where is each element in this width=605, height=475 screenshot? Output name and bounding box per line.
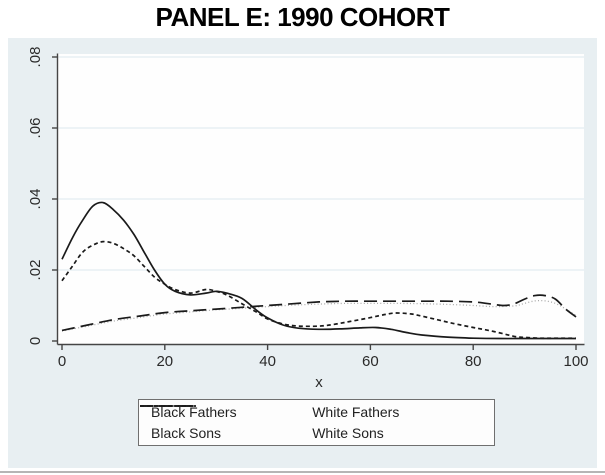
y-tick-label: 0 [27, 337, 44, 345]
x-tick-label: 100 [563, 353, 588, 370]
x-tick-label: 60 [362, 353, 379, 370]
legend-label: White Fathers [312, 403, 400, 420]
figure-bottom-border [0, 471, 605, 473]
series-white-sons [61, 294, 577, 332]
series-white-fathers [61, 299, 577, 332]
long-dash-line-sample-icon [140, 405, 196, 407]
x-tick-label: 80 [465, 353, 482, 370]
y-tick-label: .06 [27, 118, 44, 139]
x-tick-label: 20 [156, 353, 173, 370]
y-tick-label: .08 [27, 47, 44, 68]
series-black-fathers [61, 201, 576, 340]
y-tick-label: .04 [27, 189, 44, 210]
graph-region: 0 .02 .04 .06 .08 0 20 40 60 80 100 x Black Fathers… [8, 38, 597, 468]
chart-legend: Black Fathers White Fathers Black Sons Whit… [138, 399, 495, 446]
x-axis-title: x [315, 374, 323, 391]
series-black-sons [61, 240, 576, 340]
page-title: PANEL E: 1990 COHORT [155, 2, 450, 32]
legend-label: Black Sons [151, 425, 222, 442]
legend-item-white-sons: White Sons [140, 405, 488, 442]
legend-label: Black Fathers [151, 403, 237, 420]
legend-item-white-fathers: White Fathers [140, 403, 488, 420]
legend-label: White Sons [312, 425, 384, 442]
density-chart: 0 .02 .04 .06 .08 0 20 40 60 80 100 x [8, 38, 597, 468]
y-tick-label: .02 [27, 260, 44, 281]
x-tick-label: 40 [259, 353, 276, 370]
x-tick-label: 0 [58, 353, 66, 370]
legend-item-black-sons: Black Sons [140, 405, 306, 442]
